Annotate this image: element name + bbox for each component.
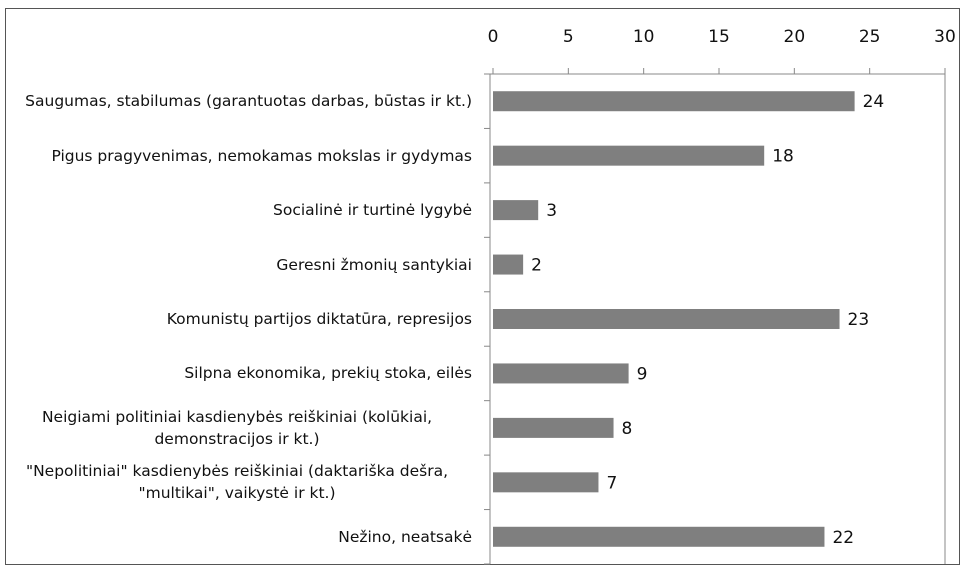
x-tick-label: 25 [859,27,881,47]
x-tick-label: 20 [784,27,806,47]
category-label: Neigiami politiniai kasdienybės reiškini… [41,407,433,448]
x-tick-label: 0 [488,27,499,47]
category-label: Saugumas, stabilumas (garantuotas darbas… [25,92,472,111]
bar [493,309,840,329]
category-label-box: Pigus pragyvenimas, nemokamas mokslas ir… [51,130,472,182]
category-label: Socialinė ir turtinė lygybė [273,201,472,220]
category-label-box: Geresni žmonių santykiai [276,239,472,291]
category-label-box: Saugumas, stabilumas (garantuotas darbas… [25,75,472,127]
value-label: 3 [546,201,557,221]
value-label: 23 [848,310,870,330]
bar [493,363,629,384]
bar [493,472,599,493]
value-label: 2 [531,256,542,276]
category-label-box: Silpna ekonomika, prekių stoka, eilės [184,347,472,399]
category-label: Geresni žmonių santykiai [276,255,472,274]
value-label: 18 [772,147,794,167]
x-tick-label: 5 [563,27,574,47]
value-label: 8 [622,419,633,439]
x-tick-label: 15 [708,27,730,47]
category-label: Nežino, neatsakė [338,527,472,546]
bar [493,91,855,112]
x-tick-label: 30 [934,27,956,47]
bar [493,200,539,221]
bar [493,526,825,547]
bar [493,417,614,438]
category-label: Komunistų partijos diktatūra, represijos [166,310,472,328]
category-label-box: "Nepolitiniai" kasdienybės reiškiniai (d… [2,456,472,508]
bar [493,254,524,275]
bar [493,145,765,166]
frame [5,8,960,565]
value-label: 7 [606,473,617,493]
category-label-box: Neigiami politiniai kasdienybės reiškini… [2,402,472,454]
category-label-box: Nežino, neatsakė [338,511,472,563]
category-label-box: Socialinė ir turtinė lygybė [273,184,472,236]
value-label: 22 [832,528,854,548]
category-label: "Nepolitiniai" kasdienybės reiškiniai (d… [25,462,449,503]
category-label: Silpna ekonomika, prekių stoka, eilės [184,364,472,383]
category-label: Pigus pragyvenimas, nemokamas mokslas ir… [51,146,472,165]
value-label: 24 [863,92,885,112]
value-label: 9 [637,364,648,384]
category-label-box: Komunistų partijos diktatūra, represijos [167,293,472,345]
x-tick-label: 10 [633,27,655,47]
